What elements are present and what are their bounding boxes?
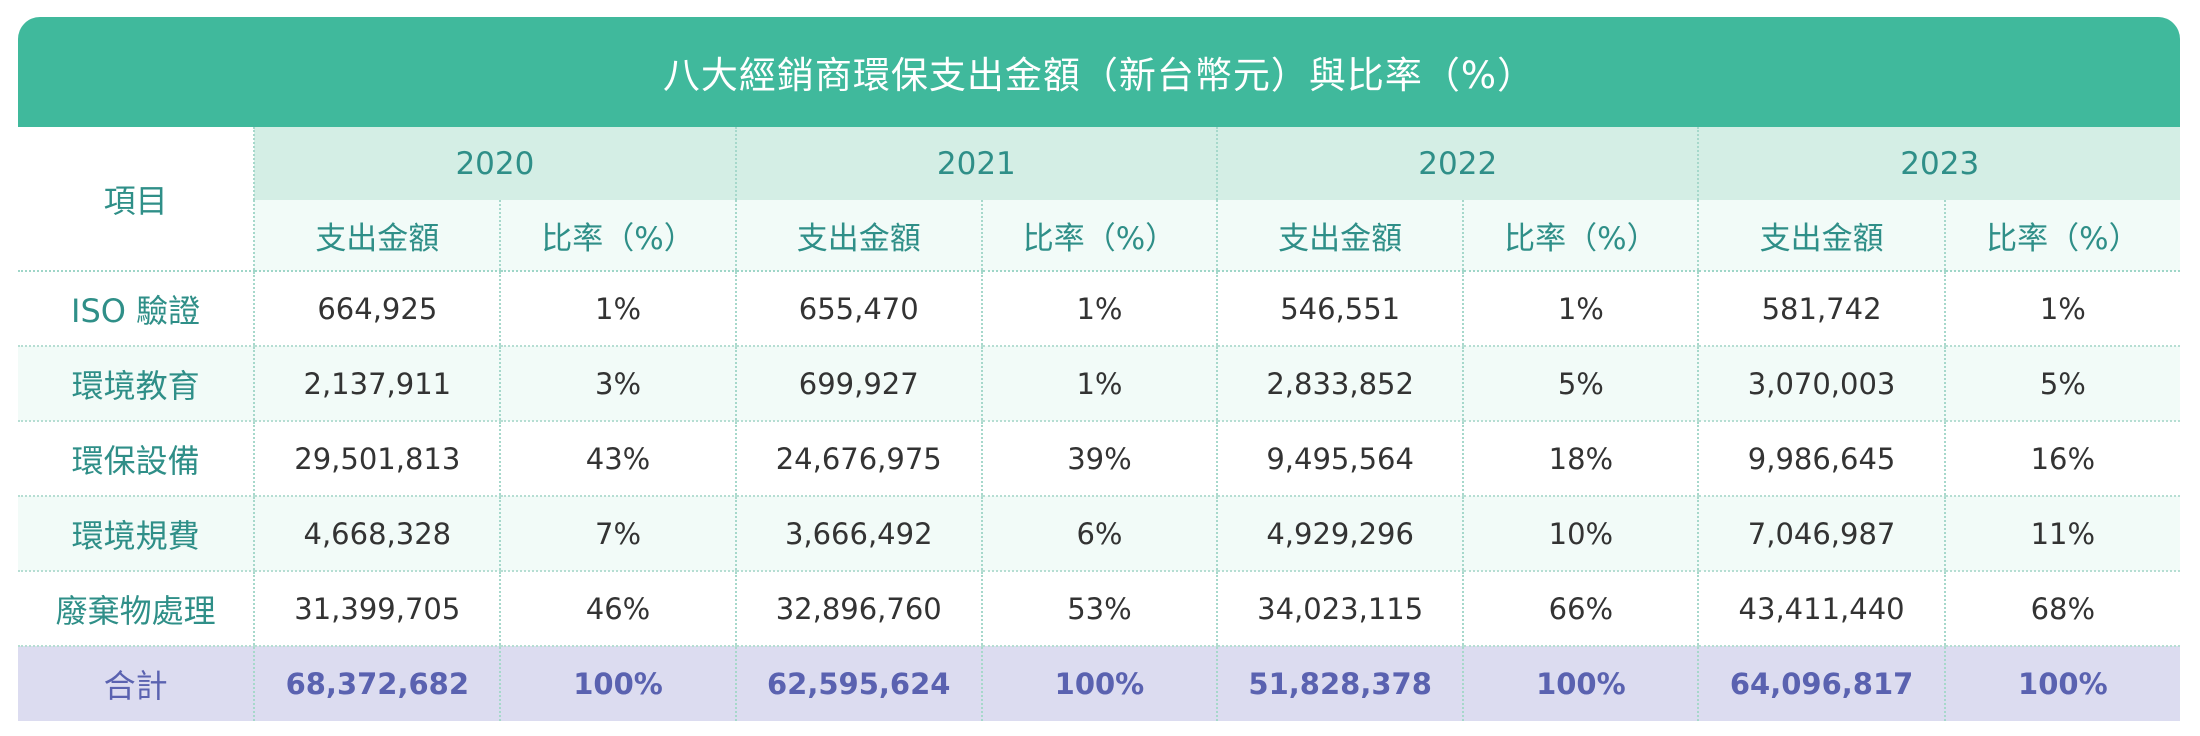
amount-cell: 32,896,760 — [734, 571, 982, 647]
expense-table-card: 八大經銷商環保支出金額（新台幣元）與比率（%） 項目 2020 2021 202… — [18, 17, 2180, 721]
rate-cell: 5% — [1943, 346, 2180, 422]
rate-header: 比率（%） — [1943, 200, 2180, 272]
rate-cell: 5% — [1462, 346, 1699, 422]
amount-cell: 3,070,003 — [1697, 346, 1945, 422]
rate-cell: 100% — [499, 646, 736, 721]
rate-cell: 7% — [499, 496, 736, 572]
amount-header: 支出金額 — [1216, 200, 1464, 272]
row-label: 廢棄物處理 — [18, 571, 255, 647]
amount-cell: 24,676,975 — [734, 421, 982, 497]
amount-header: 支出金額 — [734, 200, 982, 272]
amount-cell: 51,828,378 — [1216, 646, 1464, 721]
rate-header: 比率（%） — [499, 200, 736, 272]
rate-cell: 10% — [1462, 496, 1699, 572]
row-label: 環保設備 — [18, 421, 255, 497]
rate-cell: 39% — [980, 421, 1218, 497]
table-row: 環境教育 2,137,911 3% 699,927 1% 2,833,852 5% 3,070… — [18, 346, 2180, 422]
amount-cell: 581,742 — [1697, 271, 1945, 347]
amount-cell: 2,137,911 — [253, 346, 501, 422]
amount-header: 支出金額 — [1697, 200, 1945, 272]
rate-cell: 1% — [980, 271, 1218, 347]
amount-cell: 43,411,440 — [1697, 571, 1945, 647]
amount-cell: 4,929,296 — [1216, 496, 1464, 572]
year-header-2023: 2023 — [1697, 127, 2180, 200]
year-header-2022: 2022 — [1216, 127, 1699, 200]
rate-header: 比率（%） — [1462, 200, 1699, 272]
item-column-header: 項目 — [18, 127, 255, 272]
rate-cell: 18% — [1462, 421, 1699, 497]
amount-cell: 664,925 — [253, 271, 501, 347]
rate-cell: 1% — [499, 271, 736, 347]
amount-cell: 62,595,624 — [734, 646, 982, 721]
amount-cell: 34,023,115 — [1216, 571, 1464, 647]
rate-cell: 16% — [1943, 421, 2180, 497]
table-title: 八大經銷商環保支出金額（新台幣元）與比率（%） — [18, 17, 2180, 127]
rate-cell: 66% — [1462, 571, 1699, 647]
rate-header: 比率（%） — [980, 200, 1218, 272]
amount-cell: 9,495,564 — [1216, 421, 1464, 497]
amount-cell: 64,096,817 — [1697, 646, 1945, 721]
table-body: ISO 驗證 664,925 1% 655,470 1% 546,551 1% 581,742… — [18, 271, 2180, 721]
row-label: 環境教育 — [18, 346, 255, 422]
rate-cell: 6% — [980, 496, 1218, 572]
table-row: 廢棄物處理 31,399,705 46% 32,896,760 53% 34,023,11… — [18, 571, 2180, 647]
total-label: 合計 — [18, 646, 255, 721]
amount-cell: 655,470 — [734, 271, 982, 347]
amount-cell: 2,833,852 — [1216, 346, 1464, 422]
rate-cell: 68% — [1943, 571, 2180, 647]
rate-cell: 1% — [980, 346, 1218, 422]
rate-cell: 1% — [1943, 271, 2180, 347]
rate-cell: 100% — [1943, 646, 2180, 721]
row-label: 環境規費 — [18, 496, 255, 572]
row-label: ISO 驗證 — [18, 271, 255, 347]
amount-cell: 699,927 — [734, 346, 982, 422]
amount-cell: 546,551 — [1216, 271, 1464, 347]
amount-cell: 3,666,492 — [734, 496, 982, 572]
amount-header: 支出金額 — [253, 200, 501, 272]
rate-cell: 3% — [499, 346, 736, 422]
total-row: 合計 68,372,682 100% 62,595,624 100% 51,828,378… — [18, 646, 2180, 721]
rate-cell: 100% — [1462, 646, 1699, 721]
table-row: 環保設備 29,501,813 43% 24,676,975 39% 9,495,564 1… — [18, 421, 2180, 497]
amount-cell: 7,046,987 — [1697, 496, 1945, 572]
rate-cell: 53% — [980, 571, 1218, 647]
amount-cell: 9,986,645 — [1697, 421, 1945, 497]
table-row: ISO 驗證 664,925 1% 655,470 1% 546,551 1% 581,742… — [18, 271, 2180, 347]
rate-cell: 11% — [1943, 496, 2180, 572]
rate-cell: 1% — [1462, 271, 1699, 347]
amount-cell: 29,501,813 — [253, 421, 501, 497]
year-header-2020: 2020 — [253, 127, 736, 200]
amount-cell: 4,668,328 — [253, 496, 501, 572]
rate-cell: 43% — [499, 421, 736, 497]
amount-cell: 31,399,705 — [253, 571, 501, 647]
amount-cell: 68,372,682 — [253, 646, 501, 721]
rate-cell: 46% — [499, 571, 736, 647]
year-header-2021: 2021 — [734, 127, 1218, 200]
rate-cell: 100% — [980, 646, 1218, 721]
table-row: 環境規費 4,668,328 7% 3,666,492 6% 4,929,296 10% 7,… — [18, 496, 2180, 572]
expense-table: 項目 2020 2021 2022 2023 支出金額 比率（%） 支出金額 比… — [18, 127, 2180, 721]
